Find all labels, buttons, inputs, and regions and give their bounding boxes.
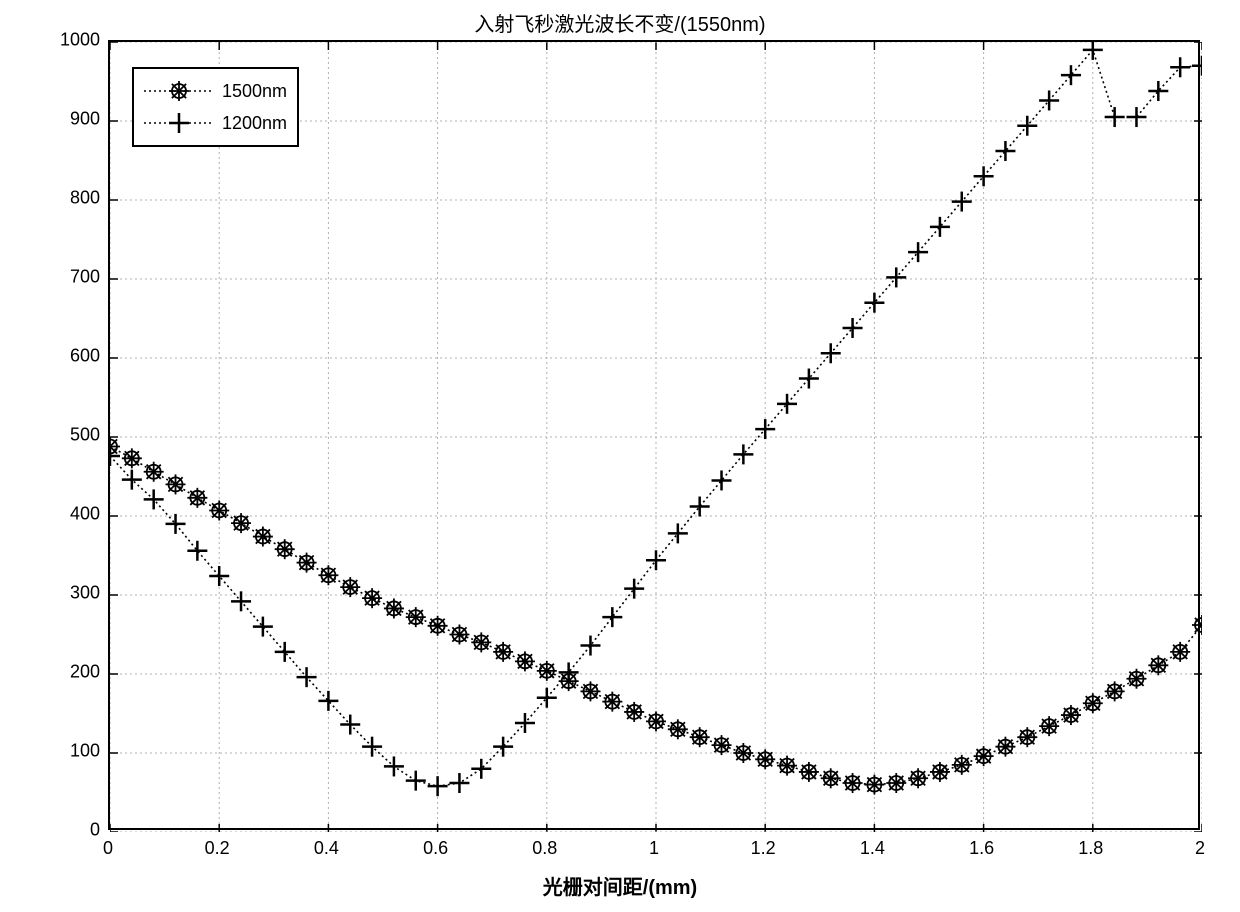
plot-area: [108, 40, 1200, 830]
chart-title: 入射飞秒激光波长不变/(1550nm): [474, 8, 765, 37]
ytick-label: 500: [50, 425, 100, 446]
xtick-label: 0.4: [314, 838, 339, 859]
xtick-label: 1.2: [751, 838, 776, 859]
ytick-label: 800: [50, 188, 100, 209]
legend-label: 1500nm: [222, 81, 287, 102]
plot-svg: [110, 42, 1202, 832]
xtick-label: 0.8: [532, 838, 557, 859]
legend-row: 1500nm: [144, 75, 287, 107]
ytick-label: 400: [50, 504, 100, 525]
xtick-label: 1.8: [1078, 838, 1103, 859]
xtick-label: 1.4: [860, 838, 885, 859]
ytick-label: 900: [50, 109, 100, 130]
ytick-label: 700: [50, 267, 100, 288]
xtick-label: 1: [649, 838, 659, 859]
ytick-label: 300: [50, 583, 100, 604]
xtick-label: 1.6: [969, 838, 994, 859]
legend-label: 1200nm: [222, 113, 287, 134]
chart-container: 入射飞秒激光波长不变/(1550nm) 飞秒激光脉冲宽度/(fs) 光栅对间距/…: [0, 0, 1240, 912]
xtick-label: 0: [103, 838, 113, 859]
ytick-label: 100: [50, 741, 100, 762]
legend: 1500nm 1200nm: [132, 67, 299, 147]
xtick-label: 0.2: [205, 838, 230, 859]
ytick-label: 600: [50, 346, 100, 367]
legend-row: 1200nm: [144, 107, 287, 139]
ytick-label: 200: [50, 662, 100, 683]
ytick-label: 0: [50, 820, 100, 841]
xtick-label: 2: [1195, 838, 1205, 859]
ytick-label: 1000: [50, 30, 100, 51]
xtick-label: 0.6: [423, 838, 448, 859]
x-axis-label: 光栅对间距/(mm): [543, 871, 697, 900]
